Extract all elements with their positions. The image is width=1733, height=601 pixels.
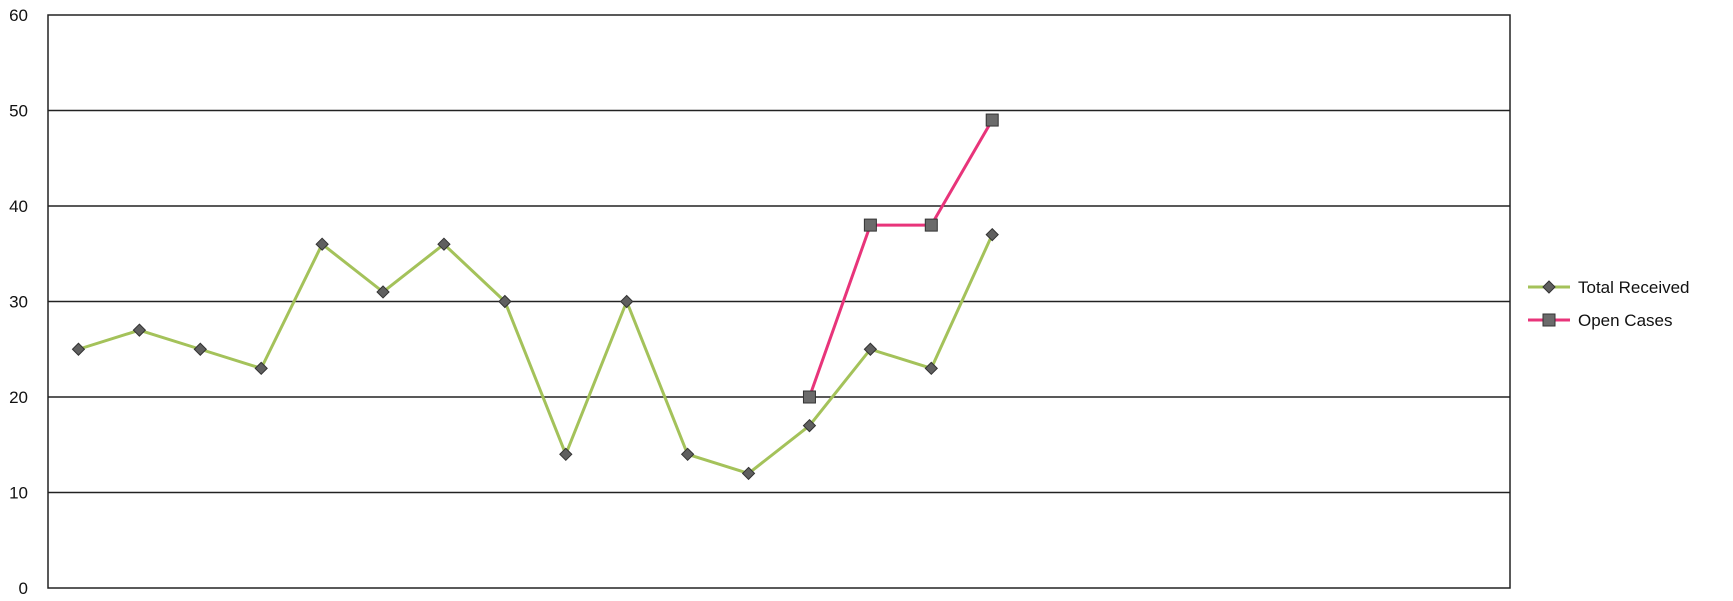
data-point — [863, 218, 877, 232]
data-point — [924, 218, 938, 232]
series-layer — [71, 113, 999, 481]
series-line-segment — [320, 242, 385, 294]
data-point — [376, 285, 390, 299]
y-axis-ticks: 0 10 20 30 40 50 60 — [9, 6, 28, 598]
data-point — [680, 447, 695, 462]
series-line-segment — [442, 242, 507, 303]
legend: Total Received Open Cases — [1528, 278, 1690, 330]
y-tick-label: 20 — [9, 388, 28, 407]
legend-item: Total Received — [1528, 278, 1690, 297]
series-line-segment — [747, 424, 811, 475]
series-line-segment — [198, 347, 263, 370]
legend-item: Open Cases — [1528, 311, 1673, 330]
series-line-segment — [807, 347, 872, 428]
data-point — [559, 447, 573, 462]
data-point — [985, 227, 999, 242]
legend-marker — [1542, 280, 1556, 294]
data-point — [498, 294, 512, 309]
series-line-segment — [868, 347, 933, 370]
data-point — [802, 390, 816, 404]
data-point — [741, 466, 756, 481]
legend-marker — [1542, 313, 1556, 327]
series-line-segment — [625, 300, 690, 456]
series-open-cases — [802, 113, 999, 404]
data-point — [802, 418, 817, 433]
series-line-segment — [137, 328, 202, 351]
legend-label: Total Received — [1578, 278, 1690, 297]
data-point — [315, 237, 329, 251]
series-total-received — [71, 227, 999, 481]
y-tick-label: 0 — [19, 579, 28, 598]
series-line-segment — [564, 300, 629, 456]
series-line-segment — [929, 118, 994, 227]
gridlines — [47, 14, 1511, 589]
y-tick-label: 10 — [9, 484, 28, 503]
series-line-segment — [807, 223, 872, 399]
series-line-segment — [929, 233, 994, 370]
legend-label: Open Cases — [1578, 311, 1673, 330]
data-point — [924, 361, 938, 376]
data-point — [132, 323, 147, 337]
data-point — [985, 113, 999, 127]
series-line-segment — [686, 452, 751, 475]
y-tick-label: 60 — [9, 6, 28, 25]
data-point — [620, 294, 634, 309]
series-line-segment — [259, 242, 324, 370]
data-point — [193, 342, 207, 356]
series-line-segment — [503, 300, 568, 456]
y-tick-label: 40 — [9, 197, 28, 216]
series-line-segment — [381, 242, 446, 294]
y-tick-label: 30 — [9, 293, 28, 312]
series-line-segment — [76, 328, 141, 351]
data-point — [437, 237, 451, 251]
data-point — [71, 342, 86, 356]
data-point — [863, 342, 878, 356]
data-point — [254, 361, 268, 376]
y-tick-label: 50 — [9, 102, 28, 121]
